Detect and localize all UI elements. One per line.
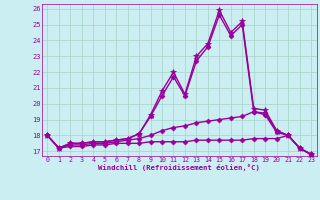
X-axis label: Windchill (Refroidissement éolien,°C): Windchill (Refroidissement éolien,°C) (98, 164, 260, 171)
